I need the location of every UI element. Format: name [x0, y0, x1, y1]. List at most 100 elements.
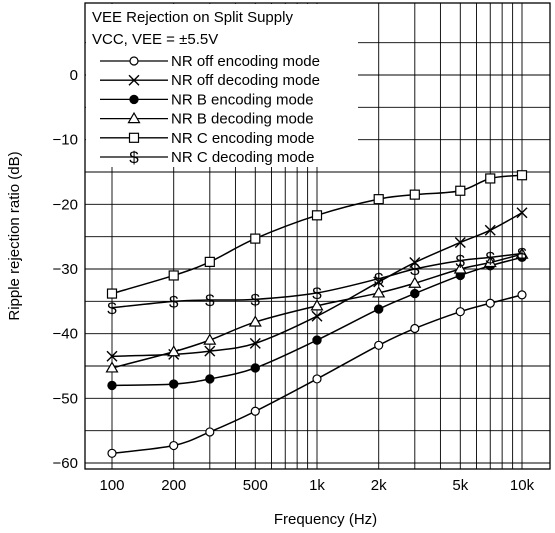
data-point: $: [517, 244, 527, 263]
data-point: [312, 335, 322, 345]
data-point: [107, 448, 117, 458]
data-point: [484, 224, 496, 236]
data-point: [250, 363, 260, 373]
data-point: [372, 286, 386, 298]
x-tick-labels: 100 200 500 1k 2k 5k 10k: [99, 477, 534, 494]
series-4: [105, 247, 529, 373]
data-point: [127, 111, 141, 124]
data-point: [408, 276, 422, 288]
data-point: [455, 185, 466, 196]
data-point: [409, 189, 420, 200]
series-1: [107, 290, 527, 458]
y-tick-labels: 0 −10 −20 −30 −40 −50 −60: [53, 67, 78, 472]
data-point: [249, 337, 261, 349]
x-tick-label: 200: [161, 477, 186, 494]
legend-label: NR C decoding mode: [171, 149, 314, 166]
legend-entry: NR B decoding mode: [100, 111, 314, 128]
data-point: [373, 194, 384, 205]
series-group: $ $ $ $ $ $ $ $ $ $: [105, 170, 529, 458]
y-tick-label: −10: [53, 132, 78, 149]
data-point: $: [169, 292, 179, 311]
data-point: [517, 290, 527, 300]
x-tick-label: 1k: [309, 477, 325, 494]
data-point: [106, 350, 118, 362]
data-point: [516, 170, 528, 181]
y-tick-label: −30: [53, 261, 78, 278]
data-point: [455, 307, 465, 317]
data-point: [485, 173, 496, 184]
data-point: $: [410, 260, 420, 279]
data-point: $: [312, 284, 322, 303]
series-3: [107, 252, 527, 391]
data-point: [169, 440, 179, 451]
y-tick-label: −60: [53, 455, 78, 472]
x-tick-label: 500: [243, 477, 268, 494]
series-5: [106, 170, 528, 299]
y-tick-label: −40: [53, 326, 78, 343]
data-point: [311, 210, 323, 221]
series-line: [111, 174, 523, 295]
data-point: $: [205, 291, 215, 310]
data-point: [485, 298, 495, 308]
data-point: [204, 345, 216, 357]
legend: VEE Rejection on Split Supply VCC, VEE =…: [92, 9, 320, 167]
data-point: [248, 315, 262, 327]
legend-label: NR C encoding mode: [171, 130, 314, 147]
data-point: [483, 255, 497, 268]
data-point: [410, 288, 420, 299]
data-point: [167, 345, 181, 357]
legend-entry: $ NR C decoding mode: [100, 148, 314, 167]
data-point: [310, 299, 324, 311]
data-point: [106, 288, 118, 299]
series-line: [111, 294, 523, 455]
data-point: [128, 74, 140, 86]
y-tick-label: −20: [53, 196, 78, 213]
data-point: [409, 257, 421, 269]
data-point: [374, 304, 384, 314]
data-point: $: [129, 148, 139, 167]
plot-frame: [84, 2, 551, 470]
data-point: $: [374, 270, 384, 289]
legend-entry: NR off encoding mode: [100, 53, 320, 70]
data-point: [454, 236, 466, 248]
data-point: [205, 374, 215, 384]
data-point: [204, 256, 215, 267]
x-tick-label: 100: [99, 477, 124, 494]
y-axis-title: Ripple rejection ratio (dB): [6, 151, 23, 320]
data-point: $: [107, 299, 117, 318]
data-point: $: [251, 290, 261, 309]
x-tick-label: 10k: [510, 477, 535, 494]
legend-label: NR B encoding mode: [171, 91, 314, 108]
data-point: [374, 340, 384, 350]
x-axis-title: Frequency (Hz): [274, 511, 377, 528]
legend-entry: NR off decoding mode: [100, 72, 320, 89]
chart-title-line-2: VCC, VEE = ±5.5V: [92, 31, 218, 48]
data-point: [516, 207, 528, 219]
data-point: $: [456, 252, 466, 271]
legend-entry: NR B encoding mode: [100, 91, 314, 108]
chart-title-line-1: VEE Rejection on Split Supply: [92, 9, 293, 26]
legend-label: NR B decoding mode: [171, 111, 314, 128]
series-line: [111, 253, 523, 369]
x-tick-label: 2k: [371, 477, 387, 494]
data-point: [169, 379, 179, 389]
data-point: [203, 333, 217, 345]
series-line: [111, 252, 523, 309]
data-point: [128, 132, 140, 143]
data-point: [105, 361, 119, 373]
series-line: [111, 256, 523, 387]
legend-label: NR off decoding mode: [171, 72, 320, 89]
data-point: [129, 94, 139, 105]
series-6: $ $ $ $ $ $ $ $ $ $: [107, 244, 527, 317]
y-tick-label: 0: [70, 67, 78, 84]
data-point: [453, 262, 467, 274]
series-line: [111, 212, 523, 358]
data-point: [250, 233, 261, 244]
data-point: [250, 406, 260, 416]
legend-label: NR off encoding mode: [171, 53, 320, 70]
data-point: [205, 427, 215, 437]
data-point: [410, 323, 420, 334]
data-point: [311, 310, 323, 322]
data-point: [107, 380, 117, 391]
